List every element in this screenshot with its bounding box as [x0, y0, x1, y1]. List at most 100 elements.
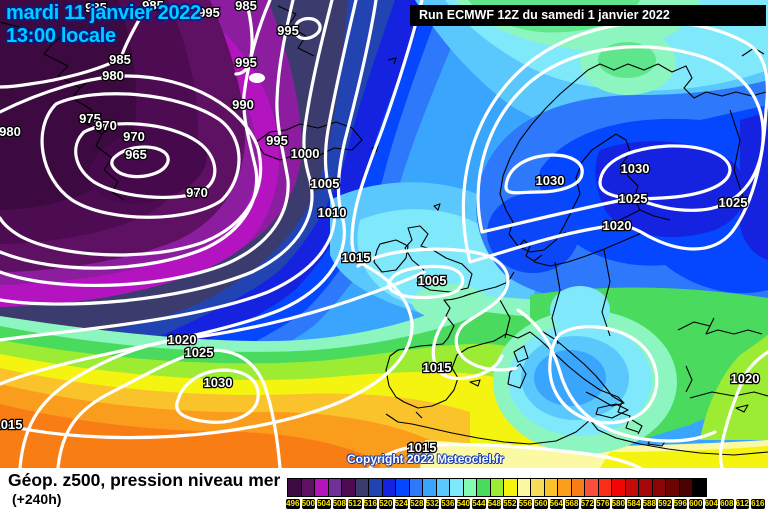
colorbar-swatch: [665, 478, 680, 497]
colorbar-value: 600: [689, 499, 703, 509]
colorbar-swatch: [327, 478, 342, 497]
colorbar-value: 524: [394, 499, 408, 509]
colorbar-value: 564: [549, 499, 563, 509]
colorbar-swatch: [368, 478, 383, 497]
colorbar-value: 616: [751, 499, 765, 509]
colorbar-value: 580: [611, 499, 625, 509]
pressure-label: 995: [277, 23, 299, 38]
pressure-label: 970: [95, 118, 117, 133]
legend-lead-time: (+240h): [12, 491, 62, 507]
map-marker-dot: [249, 73, 265, 83]
pressure-label: 1015: [423, 360, 452, 375]
colorbar-swatch: [287, 478, 302, 497]
colorbar-value: 588: [642, 499, 656, 509]
colorbar-swatch: [341, 478, 356, 497]
pressure-label: 1030: [204, 375, 233, 390]
colorbar-swatch: [570, 478, 585, 497]
colorbar-swatch: [435, 478, 450, 497]
pressure-label: 985: [85, 0, 107, 15]
colorbar-swatch: [503, 478, 518, 497]
pressure-label: 1005: [311, 176, 340, 191]
pressure-label: 980: [0, 124, 21, 139]
pressure-label: 995: [266, 133, 288, 148]
colorbar-value: 512: [348, 499, 362, 509]
weather-map-svg: 985 985 995 9859959959859809809759709709659…: [0, 0, 768, 468]
colorbar-value: 612: [735, 499, 749, 509]
pressure-label: 970: [186, 185, 208, 200]
pressure-label: 980: [102, 68, 124, 83]
colorbar-swatch: [611, 478, 626, 497]
colorbar-value: 608: [720, 499, 734, 509]
pressure-label: 985: [109, 52, 131, 67]
colorbar-value: 536: [441, 499, 455, 509]
colorbar-value: 584: [627, 499, 641, 509]
copyright-text: Copyright 2022 Meteociel.fr: [347, 452, 504, 466]
pressure-label: 985: [235, 0, 257, 13]
pressure-label: 1020: [731, 371, 760, 386]
pressure-label: 985: [142, 0, 164, 13]
pressure-label: 1005: [418, 273, 447, 288]
colorbar-value: 568: [565, 499, 579, 509]
pressure-label: 1000: [291, 146, 320, 161]
map-canvas: 985 985 995 985 995 995 985 980 980 975 970 970 965 9…: [0, 0, 768, 468]
colorbar-swatch: [584, 478, 599, 497]
colorbar-swatch: [516, 478, 531, 497]
colorbar-value: 532: [425, 499, 439, 509]
pressure-label: 1025: [619, 191, 648, 206]
pressure-label: 1010: [318, 205, 347, 220]
colorbar-value: 516: [363, 499, 377, 509]
valid-date-title: mardi 11 janvier 2022 13:00 locale: [6, 2, 201, 48]
pressure-label: 965: [125, 147, 147, 162]
colorbar-swatch: [543, 478, 558, 497]
colorbar-swatch: [557, 478, 572, 497]
valid-date-line1: mardi 11 janvier 2022: [6, 2, 201, 24]
colorbar-value: 496: [286, 499, 300, 509]
model-run-text: Run ECMWF 12Z du samedi 1 janvier 2022: [419, 8, 670, 22]
colorbar-value: 560: [534, 499, 548, 509]
colorbar-value: 500: [301, 499, 315, 509]
pressure-label: 975: [79, 111, 101, 126]
pressure-label: 1015: [408, 440, 437, 455]
pressure-label: 1025: [185, 345, 214, 360]
colorbar-swatch: [300, 478, 315, 497]
colorbar-value: 552: [503, 499, 517, 509]
colorbar-swatch: [314, 478, 329, 497]
colorbar-value: 592: [658, 499, 672, 509]
pressure-label: 1030: [621, 161, 650, 176]
pressure-label: 1025: [719, 195, 748, 210]
colorbar-value: 528: [410, 499, 424, 509]
colorbar-value: 520: [379, 499, 393, 509]
colorbar-swatch: [624, 478, 639, 497]
pressure-label: 990: [232, 97, 254, 112]
legend-title: Géop. z500, pression niveau mer: [8, 470, 281, 490]
colorbar-labels: 496 500 504 508 512 516 520 524 528 532 536 540 544 5…: [286, 499, 767, 509]
colorbar-value: 556: [518, 499, 532, 509]
colorbar-value: 504: [317, 499, 331, 509]
pressure-label: 995: [235, 55, 257, 70]
colorbar-swatch: [678, 478, 693, 497]
coastlines: [0, 5, 768, 456]
colorbar-swatch: [638, 478, 653, 497]
colorbar-swatch: [651, 478, 666, 497]
pressure-label: 1030: [536, 173, 565, 188]
colorbar-swatch: [395, 478, 410, 497]
pressure-label: 1015: [342, 250, 371, 265]
colorbar-swatch: [597, 478, 612, 497]
pressure-label: 1020: [168, 332, 197, 347]
pressure-label: 1015: [0, 417, 22, 432]
colorbar-value: 604: [704, 499, 718, 509]
colorbar-swatch: [476, 478, 491, 497]
colorbar-swatch: [381, 478, 396, 497]
colorbar-value: 548: [487, 499, 501, 509]
model-run-box: Run ECMWF 12Z du samedi 1 janvier 2022: [410, 5, 766, 26]
valid-date-line2: 13:00 locale: [6, 25, 116, 47]
pressure-label: 970: [123, 129, 145, 144]
colorbar-swatch: [449, 478, 464, 497]
colorbar-swatch: [462, 478, 477, 497]
colorbar-value: 540: [456, 499, 470, 509]
colorbar-swatch: [530, 478, 545, 497]
colorbar-swatch: [489, 478, 504, 497]
colorbar: [287, 478, 707, 497]
colorbar-value: 576: [596, 499, 610, 509]
